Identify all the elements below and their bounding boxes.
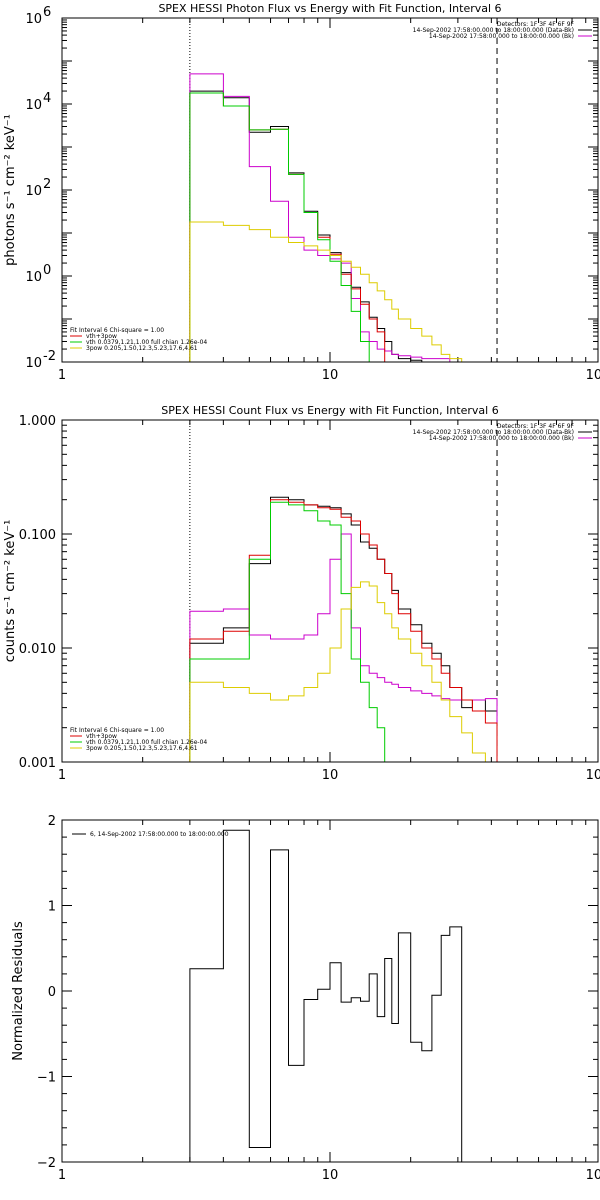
series-line-2: [189, 73, 451, 362]
legend-top-right-text: Detectors: 1F 3F 4F 6F 9F: [497, 423, 575, 430]
legend-top-right-text: 14-Sep-2002 17:58:00.000 to 18:00:00.000…: [413, 429, 574, 436]
legend-bottom-left-text: 3pow 0.205,1.50,12.3,5.23,17.6,4.61: [86, 745, 198, 752]
chart-title: SPEX HESSI Photon Flux vs Energy with Fi…: [158, 2, 501, 15]
chart-title: SPEX HESSI Count Flux vs Energy with Fit…: [161, 404, 498, 417]
series-line-3: [189, 92, 386, 362]
legend-bottom-left-text: Fit Interval 6 Chi-square = 1.00: [70, 727, 164, 734]
x-tick-label: 1: [58, 1168, 66, 1183]
legend-bottom-left-text: vth 0.0379,1.21,1.00 full chian 1.26e-04: [86, 339, 207, 346]
y-tick-label: 0.001: [19, 756, 56, 771]
y-tick-exponent: 2: [43, 177, 51, 192]
legend-top-right-text: 14-Sep-2002 17:58:00.000 to 18:00:00.000…: [429, 33, 574, 40]
series-line-5: [189, 221, 473, 362]
y-tick-exponent: 6: [43, 5, 51, 20]
y-axis-label: Normalized Residuals: [11, 921, 26, 1061]
x-tick-label: 100: [586, 368, 600, 383]
legend-bottom-left-text: 3pow 0.205,1.50,12.3,5.23,17.6,4.61: [86, 345, 198, 352]
y-tick-exponent: 4: [43, 91, 51, 106]
y-tick-exponent: 0: [43, 263, 51, 278]
series-line-5: [189, 581, 497, 762]
x-tick-label: 100: [586, 768, 600, 783]
series-line-3: [189, 499, 498, 762]
x-tick-label: 1: [58, 368, 66, 383]
legend-top-right-text: Detectors: 1F 3F 4F 6F 9F: [497, 21, 575, 28]
x-tick-label: 10: [322, 368, 339, 383]
y-tick-label: 1.000: [19, 414, 56, 429]
y-tick-label: 2: [48, 814, 56, 829]
plot-frame: [61, 819, 599, 1163]
y-tick-label: 0: [48, 985, 56, 1000]
y-tick-exponent: -2: [43, 349, 56, 364]
data-layer: [189, 829, 463, 1162]
data-layer: [189, 18, 498, 362]
y-axis-label: counts s⁻¹ cm⁻² keV⁻¹: [3, 520, 18, 663]
y-tick-label: 10: [25, 356, 42, 371]
y-tick-label: 10: [25, 184, 42, 199]
chart-panel-3: 1 10 100 −2 −1 0 1 2 Normalized Residuals 6, 14-S…: [11, 814, 600, 1183]
chart-panel-2: SPEX HESSI Count Flux vs Energy with Fit…: [3, 404, 600, 783]
y-tick-label: 10: [25, 98, 42, 113]
series-line-4: [189, 501, 392, 762]
y-axis-label: photons s⁻¹ cm⁻² keV⁻¹: [3, 114, 18, 266]
legend-bottom-left-text: vth+3pow: [86, 333, 117, 340]
series-line-1: [189, 496, 498, 762]
legend-bottom-left-text: vth 0.0379,1.21,1.00 full chian 1.26e-04: [86, 739, 207, 746]
plot-frame: [61, 17, 599, 363]
y-tick-label: −1: [37, 1071, 56, 1086]
legend-bottom-left-text: Fit Interval 6 Chi-square = 1.00: [70, 327, 164, 334]
y-tick-label: −2: [37, 1156, 56, 1171]
legend-bottom-left-text: vth+3pow: [86, 733, 117, 740]
data-layer: [189, 420, 498, 762]
y-tick-label: 0.100: [19, 528, 56, 543]
x-tick-label: 100: [586, 1168, 600, 1183]
y-tick-label: 10: [25, 12, 42, 27]
legend-top-right-text: 14-Sep-2002 17:58:00.000 to 18:00:00.000…: [413, 27, 574, 34]
y-tick-label: 1: [48, 900, 56, 915]
legend-top-right-text: 14-Sep-2002 17:58:00.000 to 18:00:00.000…: [429, 435, 574, 442]
series-line-2: [189, 533, 498, 762]
x-tick-label: 1: [58, 768, 66, 783]
legend-top-left-text: 6, 14-Sep-2002 17:58:00.000 to 18:00:00.…: [90, 831, 229, 838]
x-tick-label: 10: [322, 1168, 339, 1183]
y-tick-label: 10: [25, 270, 42, 285]
series-line-4: [189, 92, 378, 362]
x-tick-label: 10: [322, 768, 339, 783]
chart-panel-1: SPEX HESSI Photon Flux vs Energy with Fi…: [3, 2, 600, 383]
y-tick-label: 0.010: [19, 642, 56, 657]
series-line-1: [189, 829, 463, 1162]
plot-frame: [61, 419, 599, 763]
